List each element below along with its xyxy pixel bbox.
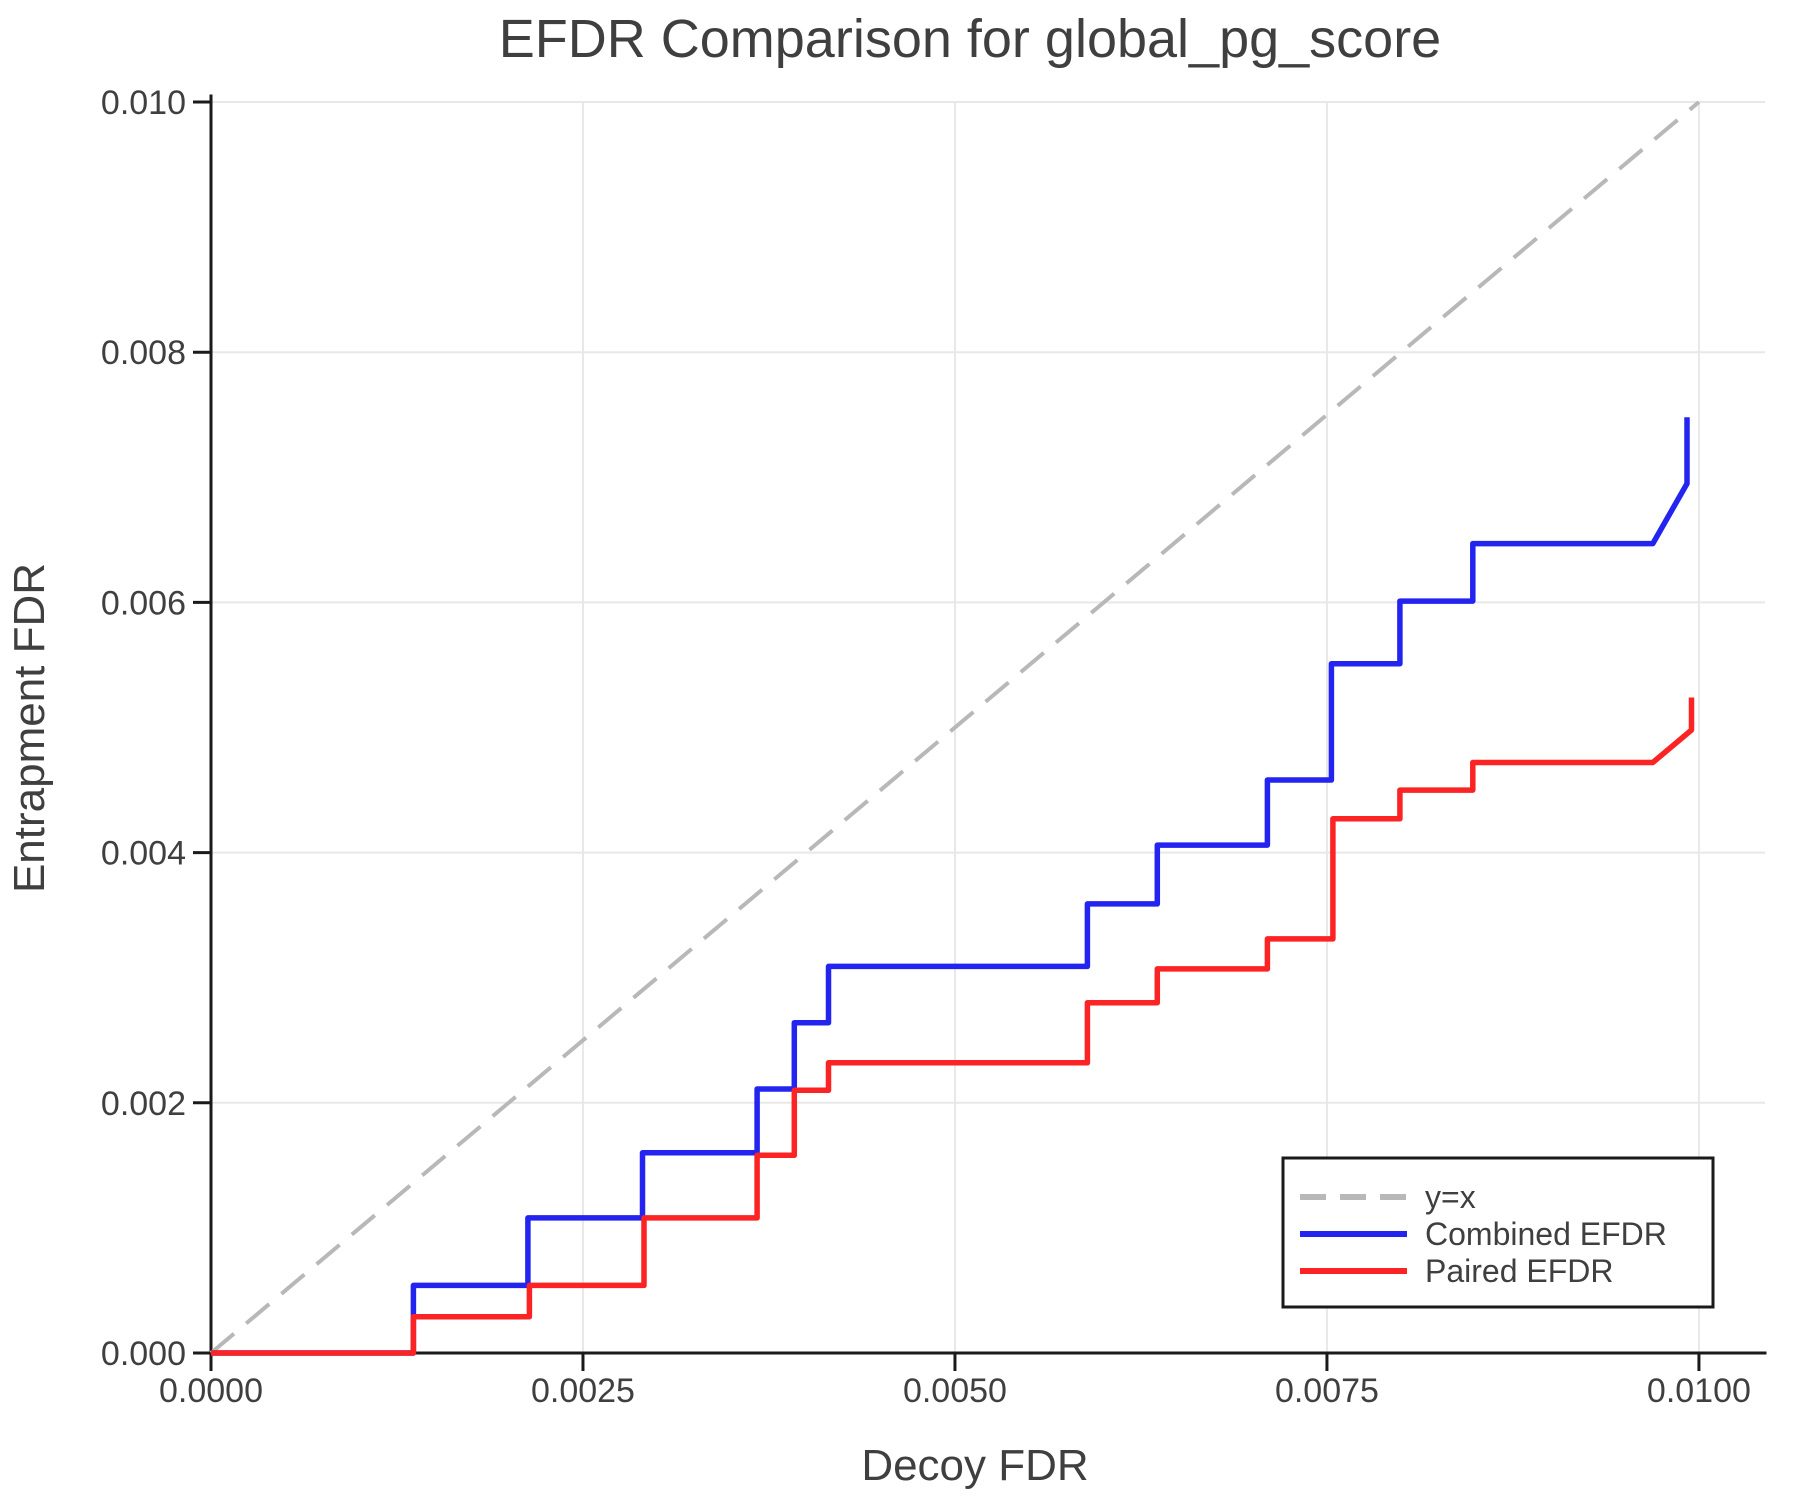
x-tick-label: 0.0050 — [903, 1372, 1007, 1410]
x-tick-label: 0.0000 — [159, 1372, 263, 1410]
legend-label-yx: y=x — [1425, 1179, 1476, 1215]
legend-label-combined-efdr: Combined EFDR — [1425, 1216, 1667, 1252]
legend-label-paired-efdr: Paired EFDR — [1425, 1253, 1614, 1289]
y-tick-label: 0.008 — [101, 334, 186, 372]
legend: y=x Combined EFDR Paired EFDR — [1281, 1156, 1715, 1309]
gridlines — [211, 101, 1765, 1353]
y-tick-label: 0.004 — [101, 835, 186, 873]
y-axis-label: Entrapment FDR — [5, 563, 54, 893]
combined-efdr-line — [211, 417, 1690, 1356]
x-tick-label: 0.0075 — [1275, 1372, 1379, 1410]
data-series — [209, 100, 1701, 1356]
x-tick-label: 0.0100 — [1647, 1372, 1751, 1410]
x-tick-label: 0.0025 — [531, 1372, 635, 1410]
y-tick-label: 0.006 — [101, 584, 186, 622]
paired-efdr-line — [211, 697, 1695, 1356]
y-tick-label: 0.002 — [101, 1085, 186, 1123]
y-tick-label: 0.010 — [101, 84, 186, 122]
y-tick-label: 0.000 — [101, 1335, 186, 1373]
axis-tick-labels: 0.0000 0.0025 0.0050 0.0075 0.0100 0.000 0.002… — [101, 84, 1751, 1410]
yx-diagonal-line — [209, 100, 1701, 1355]
chart-title: EFDR Comparison for global_pg_score — [499, 9, 1441, 69]
axis-spines — [209, 94, 1767, 1355]
x-axis-label: Decoy FDR — [861, 1441, 1088, 1490]
axis-tick-marks — [193, 100, 1701, 1371]
